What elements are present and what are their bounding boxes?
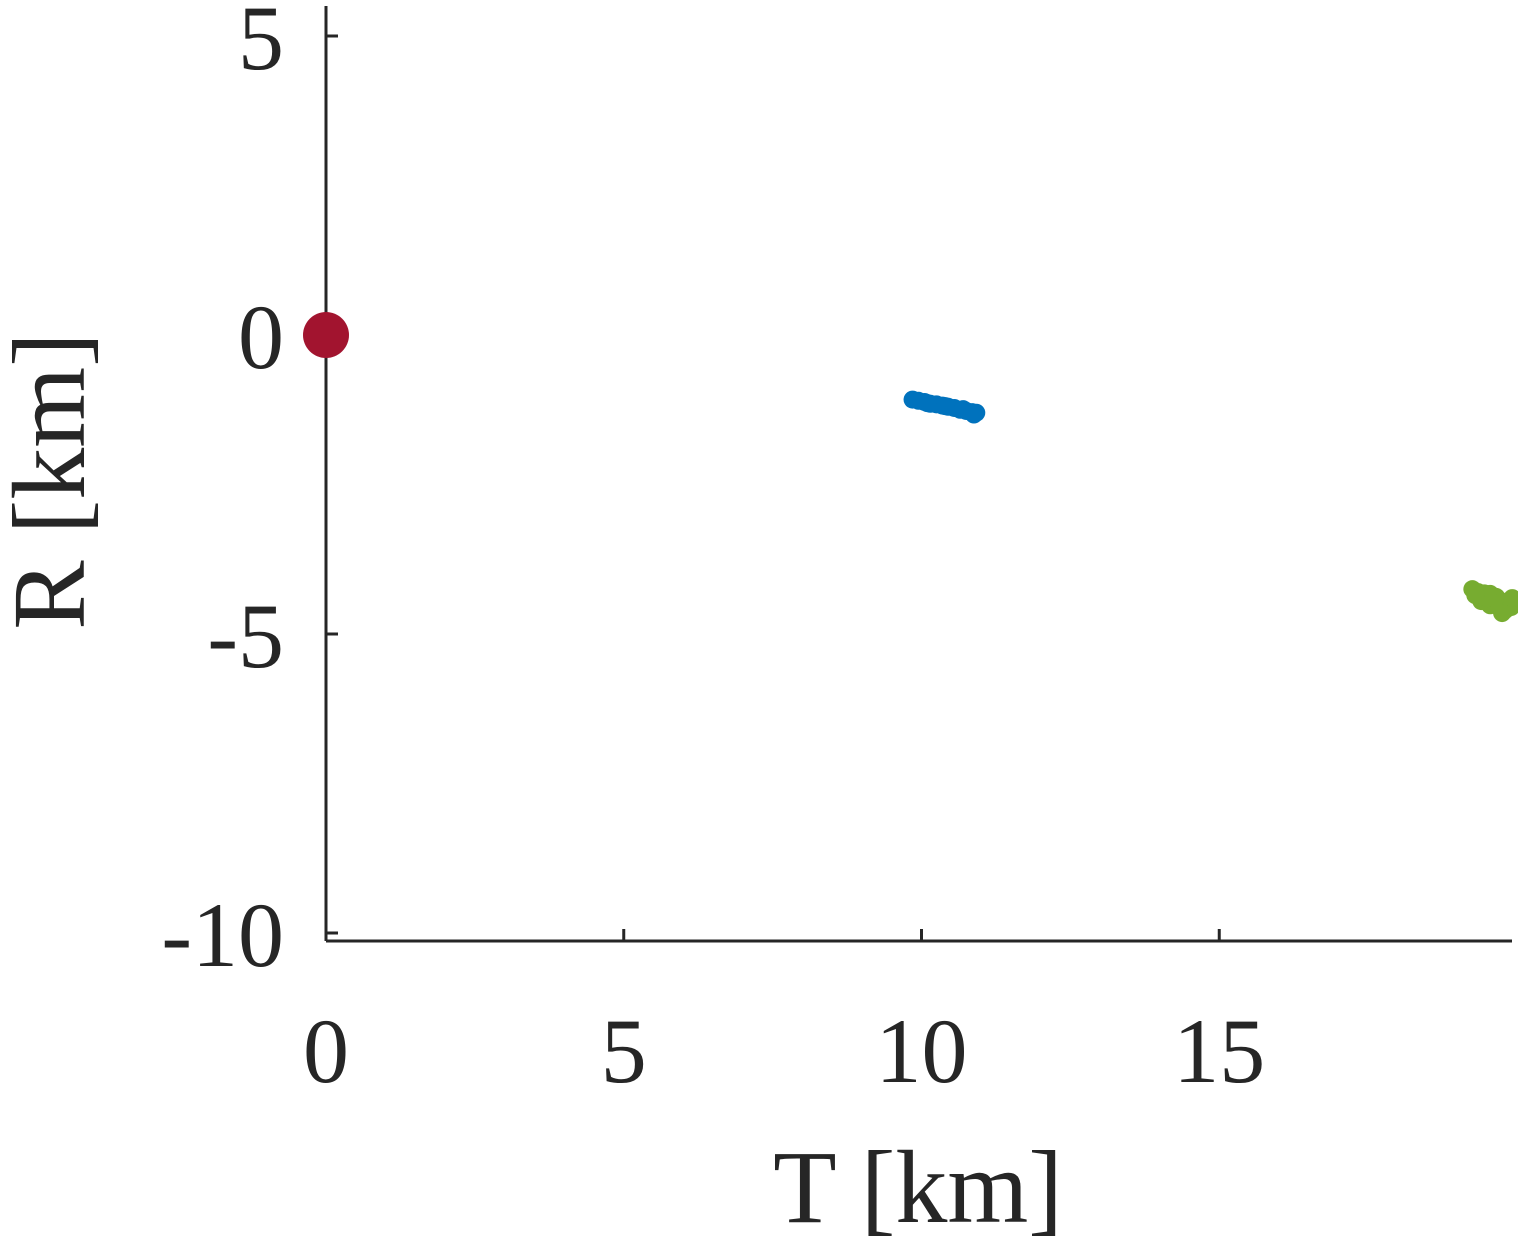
data-point <box>1503 589 1518 608</box>
data-point <box>918 394 937 413</box>
data-point <box>1493 604 1512 623</box>
y-tick-label: -10 <box>161 884 284 986</box>
y-tick-label: 5 <box>238 0 284 89</box>
y-axis-title: R [km] <box>0 332 107 630</box>
x-tick-label: 5 <box>601 1000 647 1102</box>
x-ticks: 0 5 10 15 <box>303 929 1265 1102</box>
series-1 <box>903 390 986 424</box>
series-2 <box>1463 580 1518 623</box>
data-point <box>303 312 349 358</box>
x-tick-label: 15 <box>1173 1000 1265 1102</box>
data-point <box>936 397 955 416</box>
x-tick-label: 10 <box>876 1000 968 1102</box>
y-ticks: 5 0 -5 -10 <box>161 0 338 986</box>
plot-area: 0 5 10 15 5 0 -5 -10 <box>161 0 1518 1102</box>
series-layer <box>303 312 1518 623</box>
data-point <box>1466 586 1485 605</box>
x-axis-title: T [km] <box>773 1130 1063 1245</box>
y-tick-label: 0 <box>238 286 284 388</box>
series-0 <box>303 312 349 358</box>
y-tick-label: -5 <box>207 585 284 687</box>
x-tick-label: 0 <box>303 1000 349 1102</box>
data-point <box>964 405 983 424</box>
